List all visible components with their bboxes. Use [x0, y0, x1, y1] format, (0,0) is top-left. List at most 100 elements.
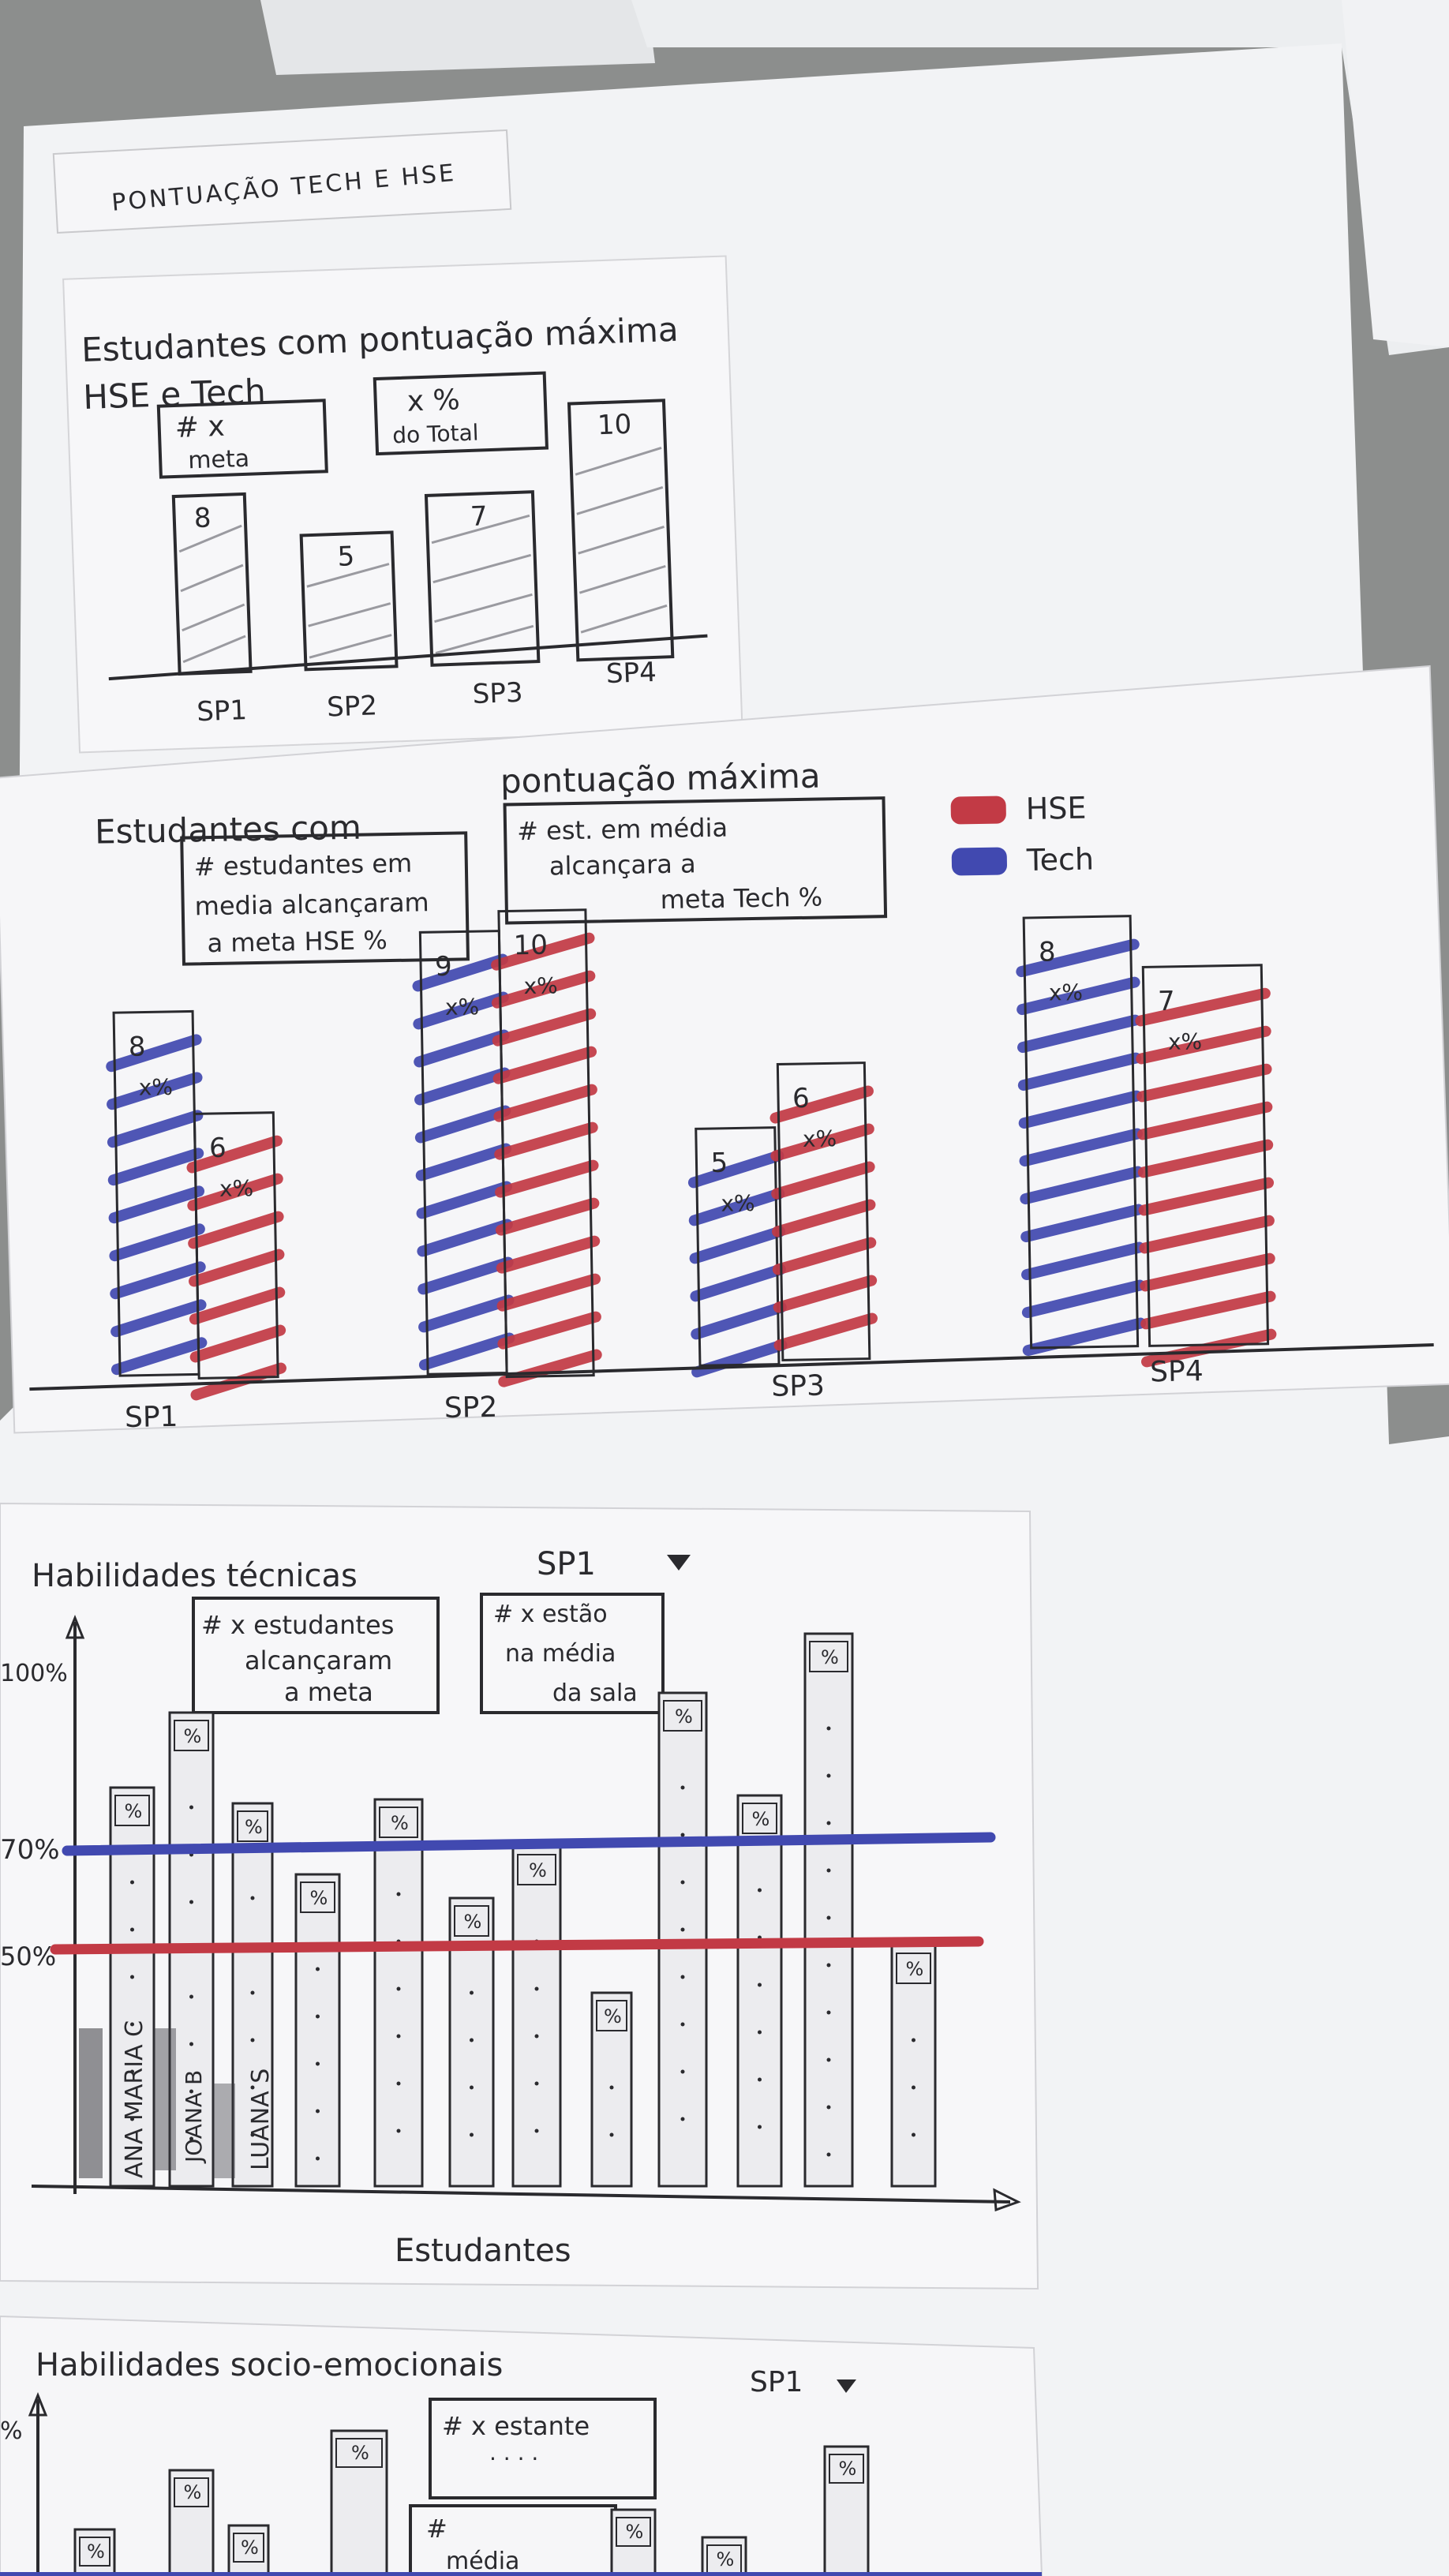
sketch4-bar-5: [610, 2508, 657, 2576]
sketch3-bar-4-dot: [316, 1967, 320, 1971]
legend-label-tech: Tech: [1025, 841, 1094, 877]
sketch3-bar-10-dot: [758, 1983, 762, 1987]
sketch1-bar-sp2: [299, 530, 399, 672]
sketch3-bar-10-dot: [758, 2077, 762, 2082]
sketch3-bar-3-dot: [250, 2085, 255, 2090]
sketch2-hse-bar-sp4: [1135, 964, 1277, 1368]
sketch2-cat-sp3: SP3: [771, 1370, 825, 1403]
sketch3-bar-5-pct-box: [379, 1807, 418, 1838]
sketch3-bar-9-dot: [680, 2069, 685, 2074]
sketch2-hse-bar-sp2-pct: x%: [523, 972, 558, 999]
sketch4-title: Habilidades socio-emocionais: [36, 2347, 503, 2383]
sketch1-bar-sp4: [567, 399, 675, 662]
sketch3-bar-2-dot: [189, 2089, 193, 2094]
sketch2-hse-bar-sp1-count: 6: [209, 1133, 227, 1164]
sketch2-tech-bar-sp4-pct: x%: [1049, 979, 1084, 1006]
sketch2-cat-sp4: SP4: [1150, 1355, 1204, 1388]
sketch3-card: Habilidades técnicas SP1 # x estudantes …: [0, 1502, 1039, 2290]
sketch3-bar-2-dot: [189, 2136, 193, 2141]
sketch3-bar-11-dot: [826, 2152, 831, 2157]
legend-label-hse: HSE: [1025, 791, 1086, 826]
sketch3-bar-9-pct-box: [663, 1700, 702, 1732]
sketch4-card: Habilidades socio-emocionais SP1 # x est…: [0, 2315, 1043, 2576]
sketch1-title-line2: HSE e Tech: [83, 372, 267, 417]
sketch1-bar-label-sp2: 5: [337, 541, 355, 573]
sketch2-callout-tech: [503, 796, 888, 925]
sketch3-bar-5-dot: [396, 1986, 401, 1991]
sketch1-callout-a: [156, 399, 328, 479]
sketch3-student-name-1: ANA MARIA C: [121, 2020, 148, 2178]
sketch1-cat-sp1: SP1: [197, 695, 248, 728]
sketch3-bar-11-dot: [826, 1868, 831, 1873]
sketch3-bar-8-pct: %: [604, 2005, 622, 2027]
sketch2-tech-bar-sp1-pct: x%: [138, 1074, 173, 1101]
sketch4-bar-7-pct-box: [829, 2454, 864, 2484]
sketch4-bar-1-pct-box: [79, 2537, 110, 2567]
sketch4-callout-a-line2: · · · ·: [489, 2446, 538, 2472]
sketch3-bar-1-pct: %: [125, 1800, 143, 1822]
sketch1-bar-label-sp1: 8: [193, 502, 212, 534]
legend-swatch-hse: [950, 796, 1006, 825]
sketch3-bar-11-dot: [826, 2010, 831, 2015]
sketch3-bar-7: [511, 1845, 562, 2188]
sketch3-bar-6-dot: [470, 2085, 474, 2090]
sketch3-bar-1-pct-box: [114, 1795, 150, 1826]
sketch2-tech-bar-sp4: [1016, 915, 1147, 1357]
sketch3-bar-11-dot: [826, 1773, 831, 1778]
sketch3-x-arrow-icon: [993, 2188, 1021, 2212]
sketch3-bar-1-dot: [130, 1975, 134, 1979]
sketch3-y-tick-100: 100%: [0, 1660, 68, 1687]
sketch3-selector[interactable]: SP1: [537, 1546, 596, 1582]
sketch2-hse-bar-sp3-pct: x%: [803, 1125, 837, 1152]
sketch3-bar-4-dot: [316, 2156, 320, 2161]
sketch2-callout-tech-line3: meta Tech %: [660, 882, 822, 915]
sketch3-bar-1-dot: [130, 2117, 134, 2121]
sketch3-bar-9-dot: [680, 1785, 685, 1790]
sketch2-tech-bar-sp2-pct: x%: [445, 994, 480, 1020]
sketch4-y-arrow-icon: [28, 2391, 48, 2417]
sketch4-bar-5-pct-box: [616, 2517, 651, 2547]
sketch3-bar-3-pct-box: [237, 1810, 268, 1842]
sketch3-bar-2-dot: [189, 1994, 193, 1999]
sketch3-bar-9-dot: [680, 1927, 685, 1932]
sketch4-bar-5-pct: %: [626, 2521, 644, 2543]
sketch3-bar-9-pct: %: [675, 1705, 693, 1728]
sketch2-hse-bar-sp1: [186, 1111, 286, 1401]
sketch3-bar-5-dot: [396, 2034, 401, 2039]
sketch3-bar-7-dot: [534, 2034, 539, 2039]
sketch4-callout-b-line1: #: [426, 2514, 447, 2544]
sketch3-x-axis: [31, 2185, 1011, 2203]
sketch2-title-right: pontuação máxima: [500, 757, 821, 801]
sketch4-selector[interactable]: SP1: [750, 2366, 803, 2398]
sketch3-selector-dropdown-icon[interactable]: [667, 1555, 691, 1571]
sketch2-hse-bar-sp1-pct: x%: [219, 1175, 254, 1202]
sketch2-cat-sp1: SP1: [125, 1401, 178, 1434]
sketch4-bar-2: [168, 2469, 215, 2576]
sketch2-hse-bar-sp3-count: 6: [792, 1083, 810, 1114]
sketch3-bar-4-dot: [316, 2109, 320, 2114]
sketch3-bar-10-pct-box: [742, 1803, 777, 1834]
sketch2-tech-bar-sp1-count: 8: [128, 1031, 145, 1062]
sketch3-bar-9-dot: [680, 1975, 685, 1979]
sketch3-bar-4-dot: [316, 2061, 320, 2066]
sketch3-y-tick-70: 70%: [0, 1834, 60, 1866]
sketch3-bar-5: [373, 1798, 424, 2188]
sketch4-callout-a-line1: # x estante: [442, 2411, 590, 2441]
sketch3-xlabel: Estudantes: [395, 2233, 571, 2269]
sketch3-bar-5-dot: [396, 2129, 401, 2133]
sketch3-bar-7-dot: [534, 1986, 539, 1991]
sketch3-bar-3-pct: %: [245, 1816, 263, 1838]
sketch3-bar-6-pct-box: [454, 1905, 489, 1937]
sketch3-bar-7-pct: %: [529, 1859, 547, 1881]
sketch3-bar-4-pct-box: [300, 1881, 335, 1913]
sketch4-bar-4: [330, 2429, 388, 2576]
sketch4-selector-dropdown-icon[interactable]: [837, 2379, 856, 2393]
sketch1-bar-sp3: [424, 490, 541, 667]
sketch2-tech-bar-sp3-count: 5: [710, 1148, 728, 1179]
sketch1-cat-sp3: SP3: [472, 677, 523, 710]
sketch2-tech-bar-sp2: [412, 930, 515, 1376]
sketch3-bars: %%%%%%%%%%%%: [109, 1632, 937, 2188]
sketch2-callout-hse-line2: media alcançaram: [194, 887, 429, 921]
sketch3-scribbled-name-1: [79, 2028, 103, 2178]
sketch3-bar-5-pct: %: [391, 1812, 409, 1834]
